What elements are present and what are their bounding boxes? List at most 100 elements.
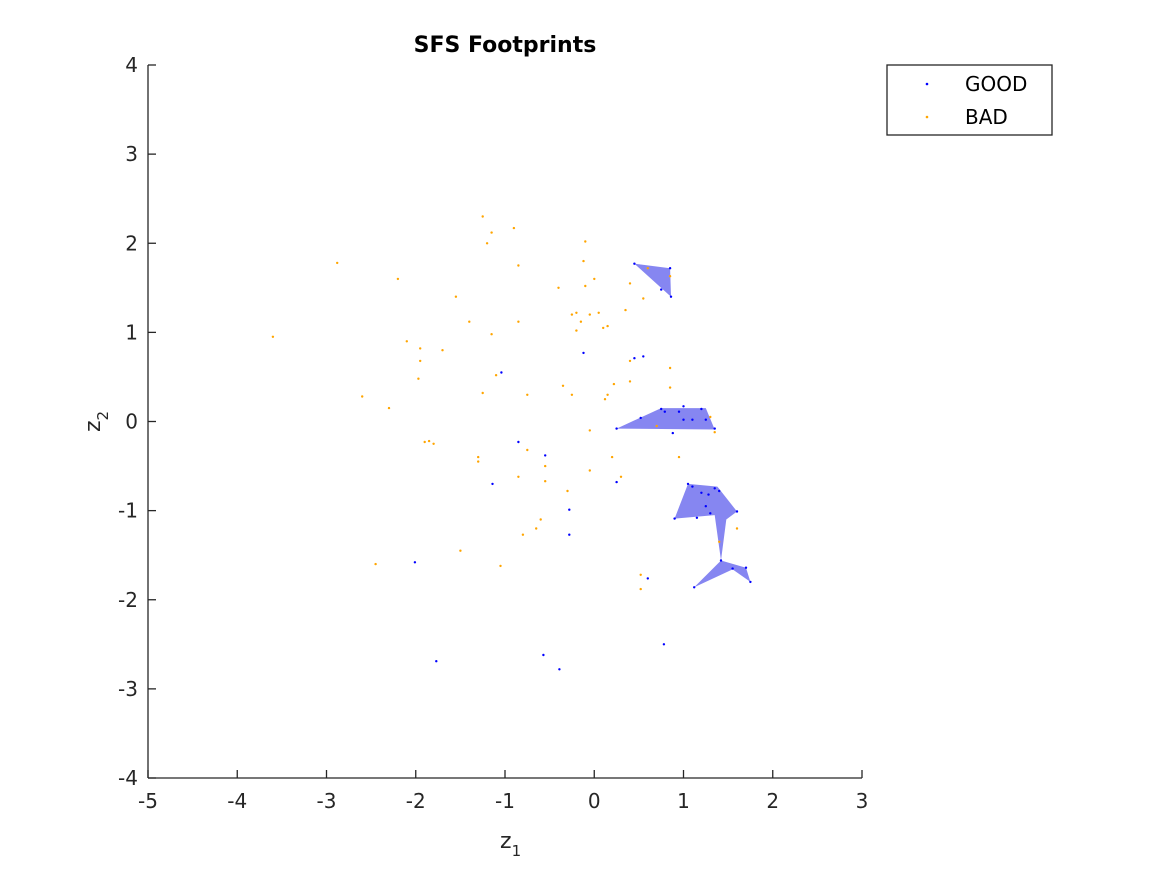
good-point-19 [686,482,690,486]
x-axis-label-subscript: 1 [512,842,522,860]
x-tick-label: -3 [317,789,337,813]
good-point-8 [639,416,642,420]
bad-point-36 [602,326,605,330]
bad-point-19 [512,226,516,230]
good-point-10 [663,410,666,413]
bad-point-5 [361,395,364,398]
legend-good-label: GOOD [965,72,1027,96]
good-point-30 [719,559,723,562]
good-point-25 [735,510,739,513]
bad-point-67 [521,533,525,536]
bad-point-7 [419,347,422,350]
good-point-13 [700,407,703,411]
bad-point-21 [517,320,520,323]
good-point-35 [646,577,649,580]
bad-point-71 [639,587,642,591]
y-axis-label: z2 [81,411,112,432]
good-point-46 [435,660,438,663]
bad-point-6 [405,340,408,343]
x-tick-label: 0 [588,789,601,813]
good-point-6 [660,288,663,291]
good-point-47 [542,653,545,657]
good-point-32 [744,566,748,569]
good-point-33 [749,580,752,584]
good-point-12 [682,405,685,408]
bad-point-74 [735,527,739,530]
y-tick-label: -4 [118,766,138,790]
bad-point-18 [481,391,484,395]
bad-point-51 [427,439,431,443]
bad-point-52 [432,442,435,445]
bad-point-1 [271,335,275,338]
bad-point-61 [610,455,614,459]
good-point-5 [669,295,673,298]
bad-point-50 [588,429,591,432]
good-point-39 [544,454,547,457]
bad-point-66 [535,527,538,530]
good-point-21 [700,491,703,494]
legend-box [886,64,1053,136]
good-point-24 [718,489,721,493]
good-point-23 [713,487,716,490]
bad-point-42 [606,393,609,396]
bad-point-23 [557,286,560,289]
bad-point-27 [575,311,578,314]
good-point-7 [615,427,618,430]
bad-point-57 [544,464,547,468]
bad-point-68 [459,549,462,552]
good-point-34 [693,586,696,589]
bad-point-47 [668,366,672,370]
bad-point-60 [588,469,591,472]
footprint-3 [674,483,737,561]
good-point-28 [695,516,699,519]
bad-point-31 [582,259,585,263]
bad-point-48 [668,386,672,389]
bad-point-69 [374,562,377,566]
bad-point-2 [336,261,339,265]
good-point-4 [668,267,672,270]
x-tick-label: 3 [856,789,869,813]
x-tick-label: 1 [677,789,690,813]
points-layer [271,215,752,671]
x-tick-label: 2 [766,789,779,813]
legend-bad-marker [925,115,929,119]
bad-point-17 [494,374,498,377]
good-point-22 [707,493,710,496]
bad-point-9 [417,377,420,380]
bad-point-63 [517,475,520,478]
bad-point-55 [477,460,480,463]
good-point-45 [413,561,417,564]
x-tick-label: -5 [138,789,158,813]
good-point-27 [709,512,712,515]
good-point-14 [704,418,707,421]
bad-point-10 [441,349,444,352]
footprint-layer [616,263,751,588]
y-tick-label: 3 [125,142,138,166]
bad-point-75 [655,424,658,428]
y-tick-label: -2 [118,588,138,612]
good-point-48 [558,668,561,671]
axes [147,64,863,779]
bad-point-45 [628,380,632,383]
y-axis-label-subscript: 2 [94,411,112,421]
bad-point-38 [624,308,627,312]
bad-point-64 [499,564,502,568]
bad-point-43 [603,398,607,401]
y-tick-label: 0 [125,410,138,434]
bad-point-11 [454,295,458,298]
bad-point-34 [593,277,596,281]
footprint-1 [634,263,671,297]
good-point-17 [691,418,694,421]
bad-point-20 [517,264,520,267]
bad-point-76 [668,275,672,278]
x-axis-label: z1 [500,829,521,860]
good-point-43 [615,480,618,484]
bad-point-77 [709,415,712,419]
bad-point-46 [628,359,632,363]
good-point-44 [582,351,585,355]
good-point-20 [691,485,694,488]
good-point-3 [633,357,636,360]
bad-point-32 [584,284,587,288]
bad-point-33 [588,313,591,316]
